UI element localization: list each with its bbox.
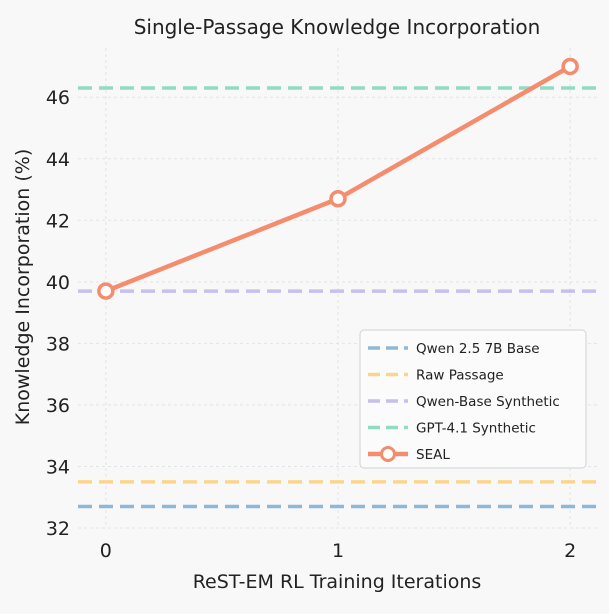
y-tick-label: 32 (46, 518, 70, 540)
plot-area: 32 34 36 38 40 42 44 46 0 1 2 (46, 48, 598, 562)
y-tick-label: 34 (46, 456, 70, 478)
legend-label: SEAL (416, 447, 450, 463)
legend-label: Qwen-Base Synthetic (416, 394, 560, 410)
legend-box (359, 329, 587, 469)
y-tick-label: 46 (46, 87, 70, 109)
y-axis-title: Knowledge Incorporation (%) (12, 149, 34, 425)
legend-marker (380, 446, 396, 462)
series-line-seal (103, 64, 573, 294)
chart-title: Single-Passage Knowledge Incorporation (134, 15, 541, 39)
legend-label: Qwen 2.5 7B Base (416, 341, 540, 357)
y-tick-label: 44 (46, 149, 70, 171)
x-tick-label: 0 (100, 540, 112, 562)
y-tick-label: 40 (46, 272, 70, 294)
x-axis-title: ReST-EM RL Training Iterations (193, 571, 482, 593)
legend-label: GPT-4.1 Synthetic (416, 421, 536, 437)
y-tick-label: 38 (46, 333, 70, 355)
y-tick-label: 36 (46, 395, 70, 417)
legend-label: Raw Passage (416, 368, 504, 384)
x-tick-label: 2 (564, 540, 576, 562)
series-point-seal-2 (561, 57, 579, 76)
y-tick-label: 42 (46, 210, 70, 232)
x-tick-label: 1 (332, 540, 344, 562)
series-point-seal-0 (97, 282, 115, 300)
series-point-seal-1 (329, 190, 347, 208)
legend: Qwen 2.5 7B Base Raw Passage Qwen-Base Syn… (359, 329, 587, 469)
